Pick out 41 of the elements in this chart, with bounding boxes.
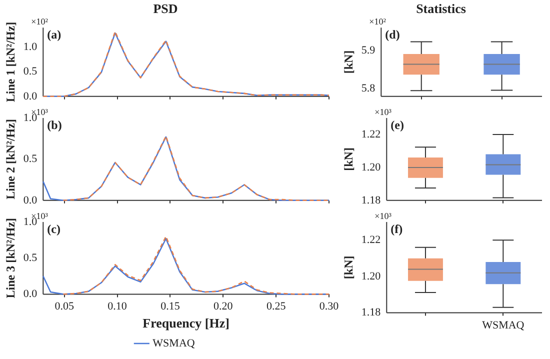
annotation: (f) bbox=[390, 222, 403, 236]
y-axis-title: Line 3 [kN²/Hz] bbox=[3, 218, 18, 298]
y-tick-label: 1.22 bbox=[361, 128, 381, 140]
y-tick-label: 1.0 bbox=[23, 41, 38, 54]
y-tick-label: 0.5 bbox=[23, 153, 38, 166]
y-tick-label: 0.0 bbox=[23, 90, 38, 102]
text: ×10³ bbox=[374, 106, 392, 117]
y-tick-label: 1.22 bbox=[361, 234, 381, 246]
y-tick-label: 1.20 bbox=[361, 270, 382, 282]
y-tick-label: 0.5 bbox=[23, 252, 38, 264]
x-tick-label: 0.15 bbox=[160, 300, 180, 313]
x-tick-label: 0.05 bbox=[54, 300, 74, 313]
text: ×10³ bbox=[374, 210, 392, 221]
y-axis-title: [kN] bbox=[341, 256, 356, 280]
text: ×10² bbox=[369, 16, 386, 26]
y-tick-label: 0.5 bbox=[23, 66, 38, 78]
y-axis-title: [kN] bbox=[341, 148, 356, 171]
x-tick-label: 0.30 bbox=[319, 300, 340, 313]
x-axis-title: Frequency [Hz] bbox=[142, 316, 230, 331]
y-axis-title: Line 2 [kN²/Hz] bbox=[3, 119, 18, 200]
annotation: (d) bbox=[385, 28, 400, 42]
y-tick-label: 0.0 bbox=[23, 194, 38, 206]
text: ×10² bbox=[31, 16, 48, 26]
y-tick-label: 0.0 bbox=[23, 288, 38, 300]
y-axis-title: [kN] bbox=[341, 50, 356, 74]
legend-label: WSMAQ bbox=[152, 337, 195, 350]
annotation: (a) bbox=[47, 28, 62, 42]
x-tick-label: 0.25 bbox=[266, 300, 286, 313]
annotation: (b) bbox=[47, 118, 62, 132]
y-tick-label: 5.9 bbox=[361, 44, 376, 56]
x-tick-label: 0.10 bbox=[108, 300, 128, 313]
chart-title: PSD bbox=[153, 1, 178, 16]
y-tick-label: 1.20 bbox=[361, 161, 382, 174]
x-tick-label: 0.20 bbox=[214, 300, 234, 313]
y-tick-label: 5.8 bbox=[361, 82, 376, 95]
y-axis-title: Line 1 [kN²/Hz] bbox=[3, 22, 18, 102]
chart-title: Statistics bbox=[416, 1, 466, 16]
y-tick-label: 1.18 bbox=[361, 194, 382, 206]
y-tick-label: 1.18 bbox=[361, 306, 382, 319]
annotation: (e) bbox=[390, 118, 404, 132]
annotation: (c) bbox=[47, 222, 60, 236]
